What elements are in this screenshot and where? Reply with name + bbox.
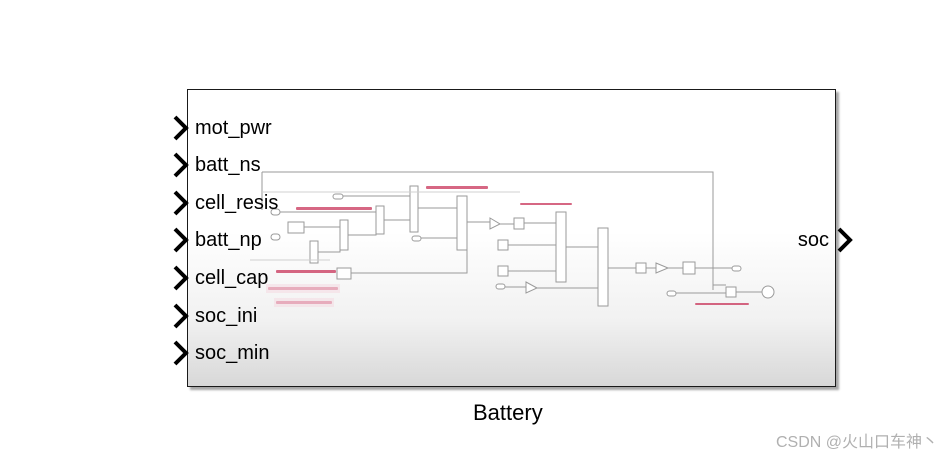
inport-arrow-icon[interactable]: [172, 265, 190, 291]
inport-label-batt-np: batt_np: [195, 229, 262, 251]
inport-label-soc-min: soc_min: [195, 342, 270, 364]
inport-label-soc-ini: soc_ini: [195, 305, 258, 327]
subsystem-block[interactable]: [187, 89, 836, 387]
inport-arrow-icon[interactable]: [172, 115, 190, 141]
inport-arrow-icon[interactable]: [172, 303, 190, 329]
inport-arrow-icon[interactable]: [172, 190, 190, 216]
watermark: CSDN @火山口车神丶: [775, 434, 938, 451]
inport-label-batt-ns: batt_ns: [195, 154, 261, 176]
inport-label-cell-resis: cell_resis: [195, 192, 279, 214]
inport-arrow-icon[interactable]: [172, 340, 190, 366]
inport-arrow-icon[interactable]: [172, 152, 190, 178]
outport-arrow-icon[interactable]: [836, 227, 854, 253]
inport-label-cell-cap: cell_cap: [195, 267, 269, 289]
block-name[interactable]: Battery: [473, 400, 543, 425]
inport-label-mot-pwr: mot_pwr: [195, 117, 272, 139]
outport-label-soc: soc: [797, 229, 829, 251]
inport-arrow-icon[interactable]: [172, 227, 190, 253]
